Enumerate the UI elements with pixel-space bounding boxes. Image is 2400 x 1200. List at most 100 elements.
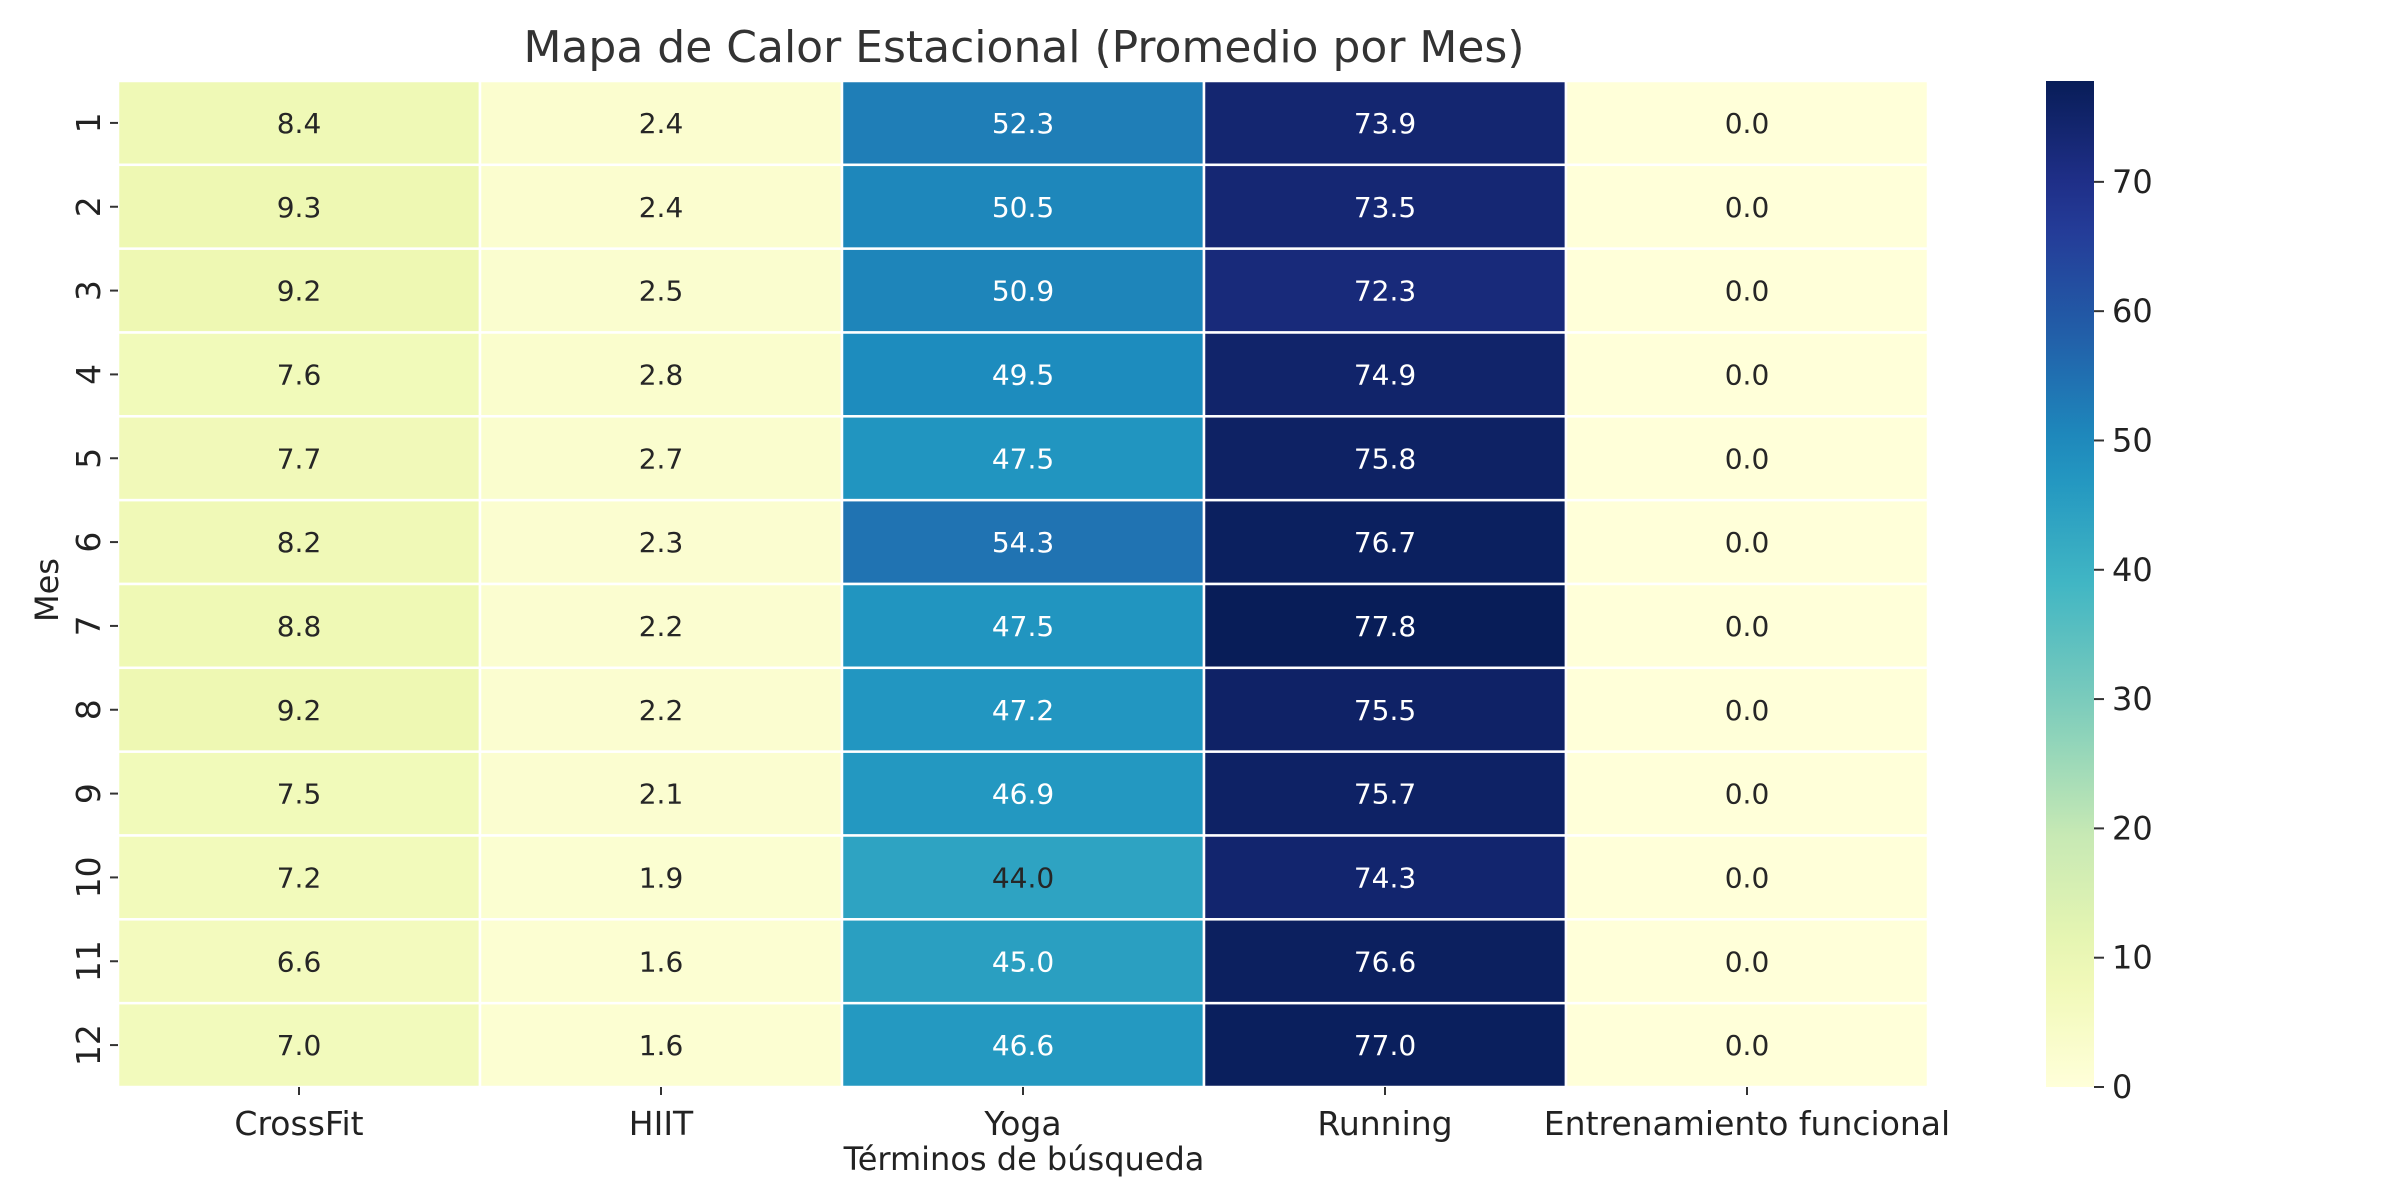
cell-value-label: 9.2 xyxy=(277,275,322,308)
heatmap-cell xyxy=(116,834,482,921)
heatmap-cell xyxy=(478,331,844,418)
heatmap-cell xyxy=(840,331,1206,418)
cell-value-label: 75.8 xyxy=(1354,442,1416,475)
x-tick-label: HIIT xyxy=(629,1104,694,1143)
cell-value-label: 1.6 xyxy=(639,945,684,978)
heatmap-cell xyxy=(1202,331,1568,418)
cell-value-label: 0.0 xyxy=(1725,526,1770,559)
y-tick-label: 8 xyxy=(69,699,108,720)
heatmap-cell xyxy=(116,582,482,670)
cell-value-label: 0.0 xyxy=(1725,778,1770,811)
y-tick-label: 2 xyxy=(69,196,108,217)
heatmap-cell xyxy=(1564,750,1930,837)
cell-value-label: 7.0 xyxy=(277,1029,322,1062)
colorbar-tick-label: 0 xyxy=(2112,1068,2132,1106)
heatmap-cell xyxy=(478,79,844,167)
cell-value-label: 76.7 xyxy=(1354,526,1416,559)
heatmap-cell xyxy=(840,918,1206,1005)
colorbar-tick-label: 50 xyxy=(2112,421,2153,459)
cell-value-label: 54.3 xyxy=(992,526,1054,559)
cell-value-label: 49.5 xyxy=(992,358,1054,391)
cell-value-label: 0.0 xyxy=(1725,610,1770,643)
cell-value-label: 46.9 xyxy=(992,778,1054,811)
colorbar-tick-label: 10 xyxy=(2112,939,2153,977)
cell-value-label: 45.0 xyxy=(992,945,1054,978)
cell-value-label: 47.5 xyxy=(992,442,1054,475)
y-tick-label: 4 xyxy=(69,364,108,385)
heatmap-cell xyxy=(840,415,1206,502)
heatmap-cell xyxy=(1564,666,1930,753)
cell-value-label: 0.0 xyxy=(1725,191,1770,224)
cell-value-label: 7.5 xyxy=(277,778,322,811)
cell-value-label: 0.0 xyxy=(1725,442,1770,475)
cell-value-label: 2.2 xyxy=(639,694,684,727)
heatmap-cell xyxy=(1564,918,1930,1005)
colorbar-ticks: 0 10 20 30 40 50 60 70 xyxy=(2094,163,2153,1106)
cell-value-label: 76.6 xyxy=(1354,945,1416,978)
y-tick-label: 7 xyxy=(69,615,108,636)
cell-value-label: 2.4 xyxy=(639,191,684,224)
y-tick-label: 1 xyxy=(69,112,108,133)
y-tick-label: 5 xyxy=(69,448,108,469)
y-tick-label: 12 xyxy=(69,1024,108,1066)
cell-value-label: 6.6 xyxy=(277,945,322,978)
cell-value-label: 74.9 xyxy=(1354,358,1416,391)
cell-value-label: 47.5 xyxy=(992,610,1054,643)
cell-value-label: 50.9 xyxy=(992,275,1054,308)
y-tick-label: 6 xyxy=(69,532,108,553)
heatmap-cell xyxy=(840,750,1206,837)
cell-value-label: 44.0 xyxy=(992,861,1054,894)
heatmap-cell xyxy=(116,1001,482,1089)
cell-value-label: 75.5 xyxy=(1354,694,1416,727)
cell-value-label: 8.4 xyxy=(277,107,322,140)
cell-value-label: 1.6 xyxy=(639,1029,684,1062)
heatmap-cell xyxy=(1202,1001,1568,1089)
heatmap-cell xyxy=(840,163,1206,250)
heatmap-cell xyxy=(1202,918,1568,1005)
heatmap-cell xyxy=(840,79,1206,167)
heatmap-cell xyxy=(478,750,844,837)
heatmap-cell xyxy=(1202,834,1568,921)
cell-value-label: 73.9 xyxy=(1354,107,1416,140)
cell-value-label: 2.1 xyxy=(639,778,684,811)
x-tick-label: CrossFit xyxy=(234,1104,363,1143)
heatmap-cell xyxy=(478,498,844,586)
cell-value-label: 2.4 xyxy=(639,107,684,140)
cell-value-label: 0.0 xyxy=(1725,358,1770,391)
cell-value-label: 7.2 xyxy=(277,861,322,894)
colorbar-tick-label: 30 xyxy=(2112,680,2153,718)
heatmap-cell xyxy=(1564,163,1930,250)
heatmap-cell xyxy=(478,834,844,921)
cell-value-label: 7.6 xyxy=(277,358,322,391)
cell-value-label: 9.2 xyxy=(277,694,322,727)
heatmap-cell xyxy=(1202,247,1568,334)
cell-value-label: 72.3 xyxy=(1354,275,1416,308)
colorbar xyxy=(2046,81,2094,1087)
x-tick-label: Yoga xyxy=(983,1104,1061,1143)
heatmap-cell xyxy=(116,79,482,167)
heatmap-cell xyxy=(1202,666,1568,753)
cell-value-label: 77.8 xyxy=(1354,610,1416,643)
cell-value-label: 2.8 xyxy=(639,358,684,391)
y-tick-label: 11 xyxy=(69,940,108,982)
chart-title: Mapa de Calor Estacional (Promedio por M… xyxy=(523,22,1524,73)
heatmap-cells: 8.4 2.4 52.3 73.9 0.0 9.3 2.4 50.5 73.5 0.0 9.2 2.5… xyxy=(116,79,1930,1089)
cell-value-label: 2.2 xyxy=(639,610,684,643)
heatmap-cell xyxy=(1564,331,1930,418)
heatmap-cell xyxy=(116,415,482,502)
heatmap-cell xyxy=(840,498,1206,586)
y-axis-label: Mes xyxy=(28,558,66,622)
y-tick-label: 9 xyxy=(69,783,108,804)
heatmap-cell xyxy=(116,918,482,1005)
colorbar-tick-label: 60 xyxy=(2112,292,2153,330)
y-tick-label: 10 xyxy=(69,856,108,898)
cell-value-label: 8.8 xyxy=(277,610,322,643)
heatmap-cell xyxy=(1202,498,1568,586)
heatmap-cell xyxy=(840,834,1206,921)
cell-value-label: 52.3 xyxy=(992,107,1054,140)
cell-value-label: 9.3 xyxy=(277,191,322,224)
colorbar-tick-label: 70 xyxy=(2112,163,2153,201)
